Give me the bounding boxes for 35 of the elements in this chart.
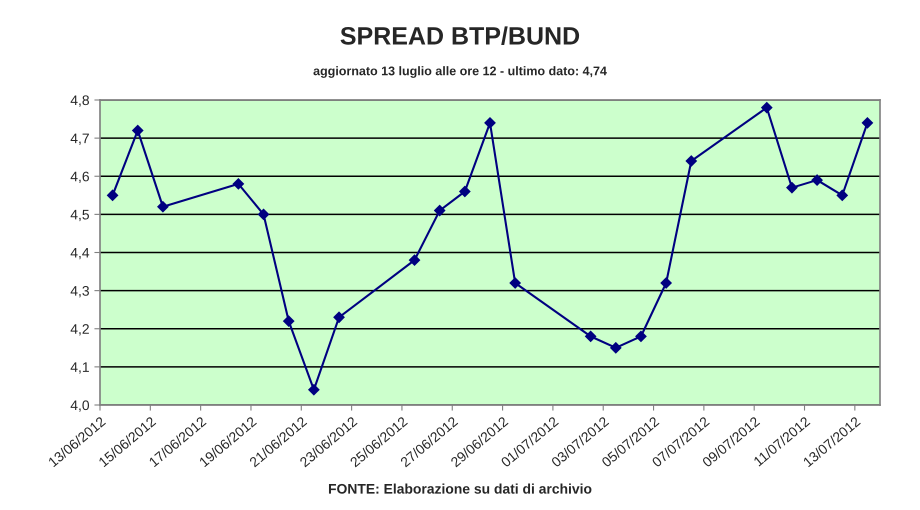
point [333,312,345,323]
point [408,254,420,266]
y-tick-label: 4,8 [70,95,89,107]
point [836,190,848,201]
point [862,117,874,128]
y-tick-label: 4,5 [70,210,90,222]
y-tick-label: 4,6 [70,172,89,184]
point [434,204,446,216]
chart-subtitle: aggiornato 13 luglio alle ore 12 - ultimo dato: 4,74 [313,66,607,78]
y-tick-label: 4,2 [70,324,89,336]
point [510,277,521,289]
y-tick-label: 4,0 [70,400,90,412]
point [786,182,798,194]
point [484,117,496,128]
y-tick-label: 4,3 [70,286,89,298]
point [761,102,772,114]
point [258,208,270,220]
source-note: FONTE: Elaborazione su dati di archivio [328,484,592,494]
point [635,330,647,342]
point [660,277,672,289]
y-tick-label: 4,7 [70,134,89,145]
point [459,186,470,198]
point [232,178,244,190]
point [811,174,823,186]
chart-title: SPREAD BTP/BUND [340,26,580,45]
point [106,190,118,201]
point [585,330,596,342]
point [132,124,144,136]
y-tick-label: 4,4 [70,248,90,260]
point [610,342,622,354]
point [157,201,169,212]
y-tick-label: 4,1 [70,362,89,374]
point [283,316,294,327]
point [686,155,697,167]
point [308,384,320,396]
